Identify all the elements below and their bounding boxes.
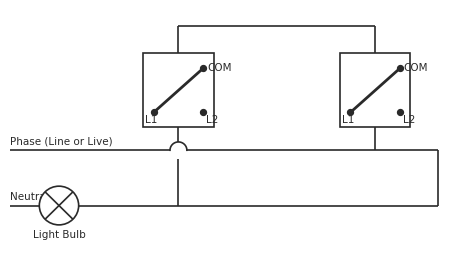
Point (396, 110, 404, 114)
Point (200, 66, 207, 70)
Bar (340, 53, 410, 127)
Point (346, 110, 354, 114)
Text: Phase (Line or Live): Phase (Line or Live) (10, 136, 112, 147)
Text: COM: COM (404, 63, 428, 73)
Point (150, 110, 157, 114)
Bar (143, 53, 214, 127)
Point (200, 110, 207, 114)
Point (396, 66, 404, 70)
Text: L2: L2 (403, 115, 415, 125)
Text: L2: L2 (206, 115, 219, 125)
Text: Neutral: Neutral (10, 192, 48, 202)
Text: Light Bulb: Light Bulb (33, 231, 85, 240)
Text: L1: L1 (342, 115, 354, 125)
Text: L1: L1 (145, 115, 157, 125)
Text: COM: COM (207, 63, 231, 73)
Circle shape (39, 186, 79, 225)
